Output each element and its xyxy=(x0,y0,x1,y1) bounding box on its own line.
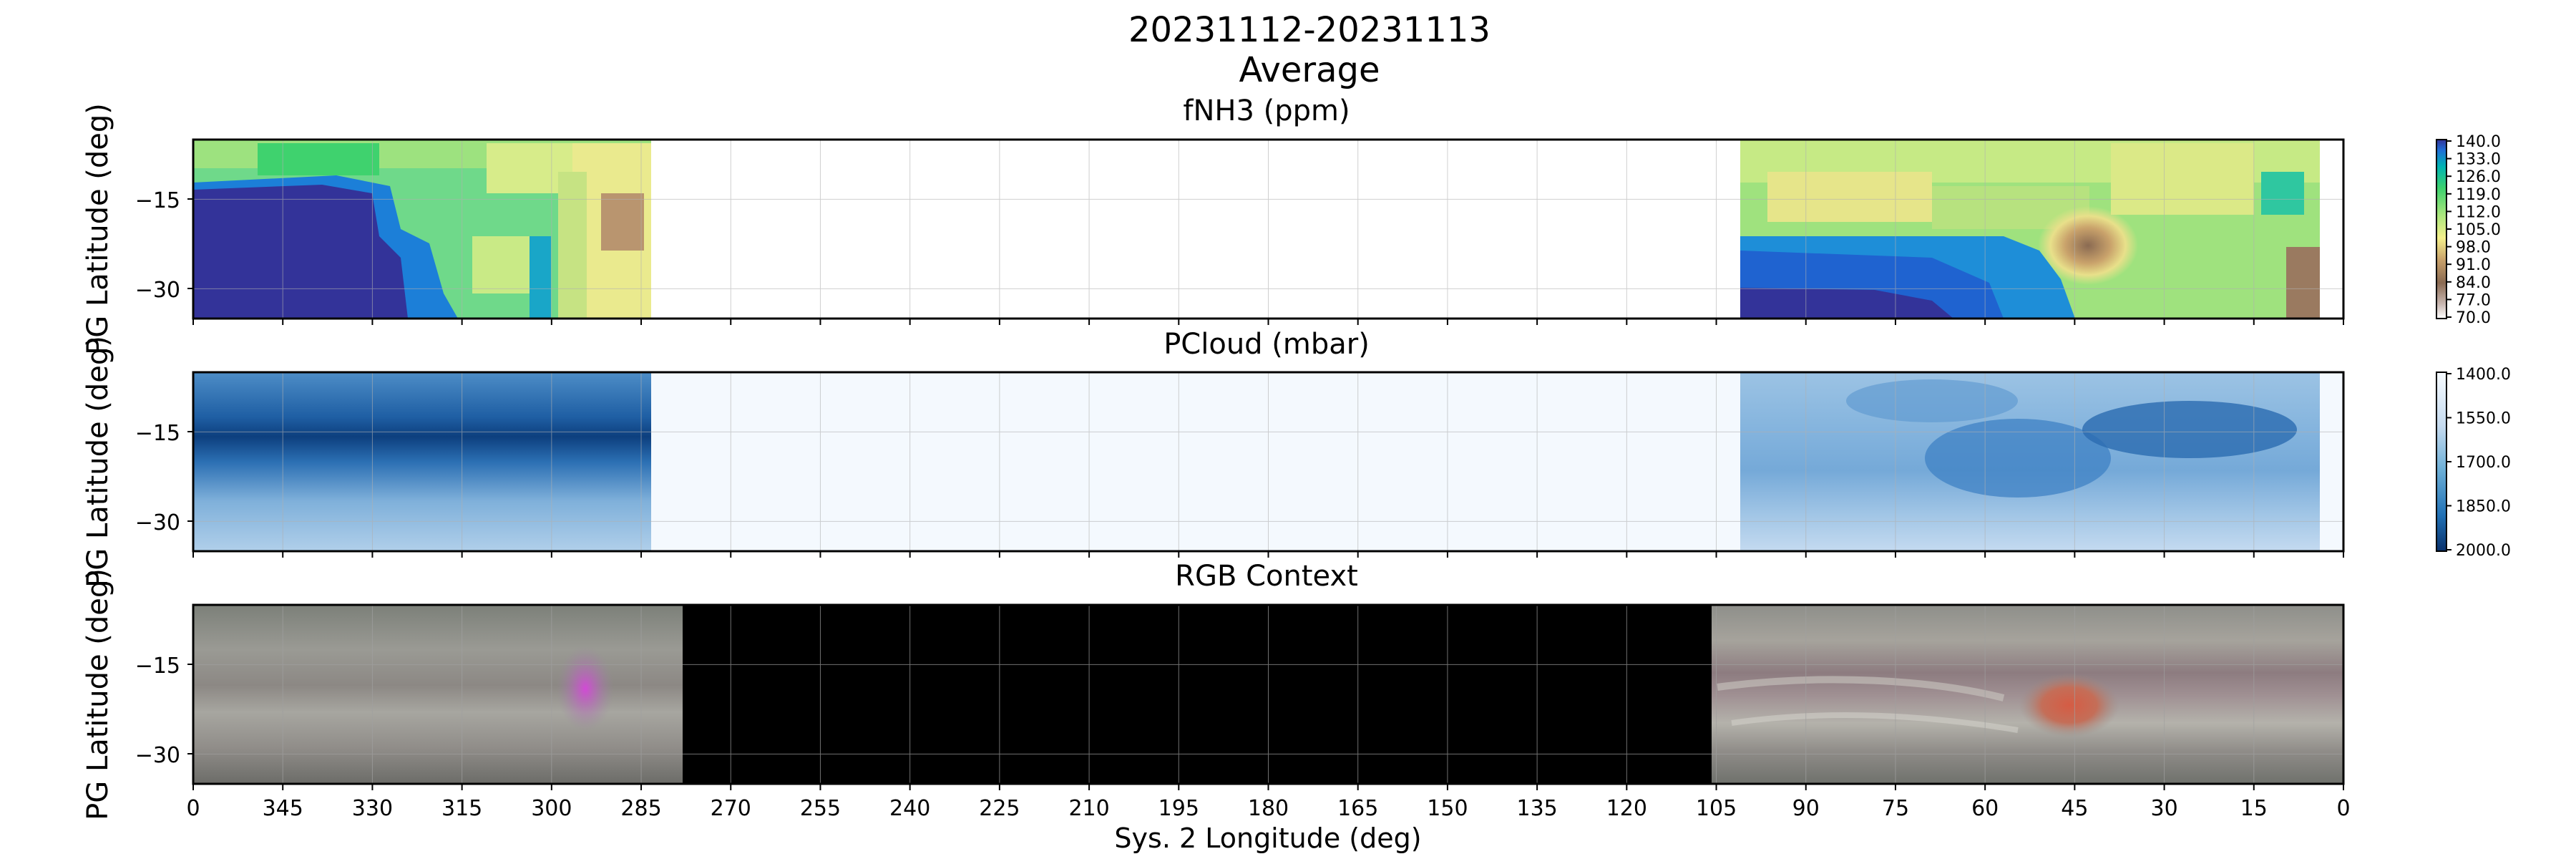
x-tick-label: 225 xyxy=(979,796,1020,821)
panel-3-xticks: 0 345 330 315 300 285 270 255 240 225 210 195 180 165… xyxy=(186,784,2351,821)
panel-2-ytick-15: −15 xyxy=(135,421,180,446)
x-tick-label: 30 xyxy=(2150,796,2177,821)
panel-1-ytick-30: −30 xyxy=(135,278,180,303)
panel-1-xticks xyxy=(192,319,2344,325)
colorbar-tick-label: 1700.0 xyxy=(2456,454,2511,472)
panel-1-left-data xyxy=(193,140,651,319)
colorbar-tick-label: 84.0 xyxy=(2456,274,2491,292)
panel-3-yticks: −15 −30 xyxy=(135,654,193,768)
x-tick-label: 105 xyxy=(1696,796,1737,821)
colorbar-tick-label: 105.0 xyxy=(2456,221,2501,239)
x-tick-label: 0 xyxy=(186,796,200,821)
panel-3-ytick-30: −30 xyxy=(135,743,180,768)
x-tick-label: 90 xyxy=(1792,796,1820,821)
x-tick-label: 120 xyxy=(1606,796,1647,821)
panel-2-grid xyxy=(193,372,2343,551)
x-tick-label: 270 xyxy=(711,796,751,821)
colorbar-tick-label: 140.0 xyxy=(2456,133,2501,151)
colorbar-tick-label: 2000.0 xyxy=(2456,542,2511,560)
colorbar-2: 1400.0 1550.0 1700.0 1850.0 2000.0 xyxy=(2436,366,2511,560)
panel-1-right-data xyxy=(1740,140,2320,319)
x-tick-label: 0 xyxy=(2336,796,2350,821)
x-tick-label: 180 xyxy=(1248,796,1289,821)
panel-3-grid xyxy=(193,605,2343,784)
x-tick-label: 210 xyxy=(1068,796,1109,821)
colorbar-tick-label: 1850.0 xyxy=(2456,498,2511,516)
panel-2-title: PCloud (mbar) xyxy=(1163,328,1370,361)
x-tick-label: 240 xyxy=(889,796,930,821)
panel-1-yticks: −15 −30 xyxy=(135,188,193,303)
panel-2-yticks: −15 −30 xyxy=(135,421,193,535)
panel-3-ytick-15: −15 xyxy=(135,654,180,679)
panel-2-left-data xyxy=(193,372,651,551)
x-tick-label: 165 xyxy=(1337,796,1378,821)
x-tick-label: 75 xyxy=(1882,796,1909,821)
colorbar-tick-label: 77.0 xyxy=(2456,291,2491,309)
colorbar-tick-label: 70.0 xyxy=(2456,309,2491,327)
panel-2-xticks xyxy=(192,551,2344,558)
panel-1-ytick-15: −15 xyxy=(135,188,180,213)
colorbar-tick-label: 1550.0 xyxy=(2456,410,2511,428)
panel-2-ylabel: PG Latitude (deg) xyxy=(82,336,114,588)
panel-1-ylabel: PG Latitude (deg) xyxy=(82,103,114,355)
x-tick-label: 60 xyxy=(1971,796,1999,821)
colorbar-tick-label: 126.0 xyxy=(2456,168,2501,186)
figure-title: 20231112-20231113 xyxy=(1128,10,1491,50)
x-tick-label: 195 xyxy=(1158,796,1199,821)
colorbar-tick-label: 112.0 xyxy=(2456,203,2501,221)
panel-1-title: fNH3 (ppm) xyxy=(1183,94,1350,127)
x-tick-label: 255 xyxy=(800,796,841,821)
colorbar-1: 140.0133.0126.0119.0112.0105.098.091.084… xyxy=(2436,133,2501,327)
colorbar-tick-label: 1400.0 xyxy=(2456,366,2511,384)
panel-3-title: RGB Context xyxy=(1175,560,1358,593)
x-tick-label: 330 xyxy=(352,796,393,821)
x-axis-label: Sys. 2 Longitude (deg) xyxy=(1114,822,1421,854)
colorbar-tick-label: 91.0 xyxy=(2456,256,2491,274)
panel-1-grid xyxy=(193,140,2343,319)
panel-3-ylabel: PG Latitude (deg) xyxy=(82,568,114,820)
x-tick-label: 135 xyxy=(1516,796,1557,821)
colorbar-1-gradient xyxy=(2436,139,2447,319)
x-tick-label: 315 xyxy=(441,796,482,821)
colorbar-2-gradient xyxy=(2436,372,2447,552)
x-tick-label: 285 xyxy=(620,796,661,821)
x-tick-label: 15 xyxy=(2240,796,2268,821)
x-tick-label: 150 xyxy=(1427,796,1468,821)
x-tick-label: 45 xyxy=(2061,796,2088,821)
figure-subtitle: Average xyxy=(1239,50,1380,90)
panel-2-ytick-30: −30 xyxy=(135,510,180,535)
x-tick-label: 300 xyxy=(531,796,572,821)
colorbar-tick-label: 133.0 xyxy=(2456,151,2501,169)
x-tick-label: 345 xyxy=(263,796,303,821)
colorbar-tick-label: 119.0 xyxy=(2456,186,2501,204)
colorbar-tick-label: 98.0 xyxy=(2456,239,2491,257)
